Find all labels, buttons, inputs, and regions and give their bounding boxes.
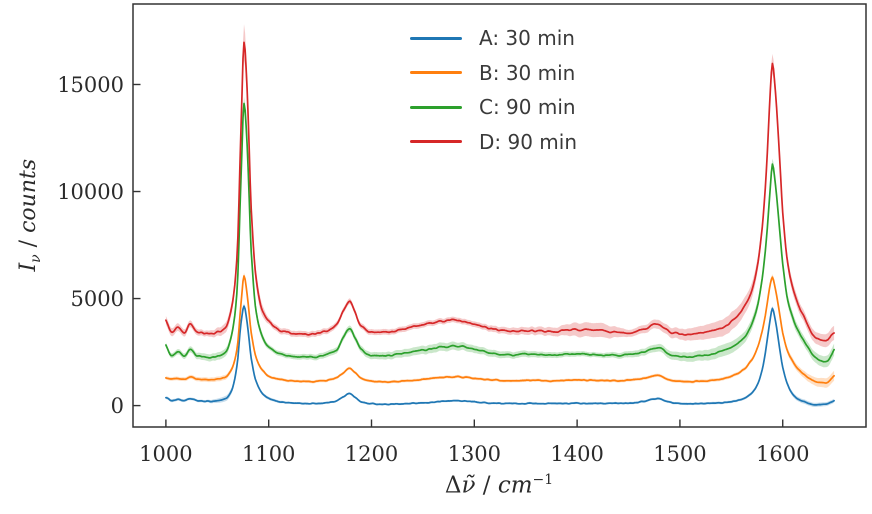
y-axis-label: Iν / counts bbox=[16, 115, 44, 315]
legend-label-c: C: 90 min bbox=[479, 95, 576, 120]
xlabel-divider: / bbox=[475, 472, 498, 499]
x-tick-label: 1000 bbox=[139, 442, 192, 466]
ylabel-subscript: ν bbox=[28, 254, 45, 263]
plot-border bbox=[132, 3, 867, 428]
legend-entry-a: A: 30 min bbox=[410, 21, 577, 56]
y-tick-label: 0 bbox=[111, 394, 124, 418]
x-axis-label: Δν̃ / cm−1 bbox=[349, 472, 649, 499]
ylabel-divider: / bbox=[15, 232, 41, 255]
xlabel-unit: cm bbox=[497, 472, 533, 499]
legend-label-a: A: 30 min bbox=[479, 26, 575, 51]
x-tick-label: 1100 bbox=[242, 442, 295, 466]
legend-entry-b: B: 30 min bbox=[410, 56, 577, 91]
legend-entry-c: C: 90 min bbox=[410, 90, 577, 125]
y-tick-label: 10000 bbox=[57, 180, 124, 204]
x-tick-label: 1600 bbox=[756, 442, 809, 466]
ylabel-symbol: I bbox=[15, 262, 41, 272]
y-tick-label: 15000 bbox=[57, 73, 124, 97]
xlabel-exponent: −1 bbox=[532, 472, 554, 488]
legend-line-swatch-b bbox=[410, 71, 462, 75]
series-a-line bbox=[165, 305, 835, 406]
ylabel-unit: counts bbox=[15, 158, 41, 233]
series-b-line bbox=[165, 275, 835, 384]
legend-line-swatch-c bbox=[410, 105, 462, 109]
series-c-line bbox=[165, 102, 835, 363]
legend-entry-d: D: 90 min bbox=[410, 125, 577, 160]
x-tick-label: 1500 bbox=[653, 442, 706, 466]
legend-line-swatch-a bbox=[410, 36, 462, 40]
x-tick-label: 1300 bbox=[448, 442, 501, 466]
legend-label-b: B: 30 min bbox=[479, 60, 576, 85]
xlabel-nu: ν̃ bbox=[461, 472, 476, 499]
legend-label-d: D: 90 min bbox=[479, 129, 578, 154]
legend-line-swatch-d bbox=[410, 140, 462, 144]
x-tick-label: 1400 bbox=[550, 442, 603, 466]
y-tick-label: 5000 bbox=[71, 287, 124, 311]
legend: A: 30 min B: 30 min C: 90 min D: 90 min bbox=[410, 21, 577, 159]
x-tick-label: 1200 bbox=[345, 442, 398, 466]
series-d-line bbox=[165, 41, 835, 342]
xlabel-delta: Δ bbox=[444, 472, 462, 499]
